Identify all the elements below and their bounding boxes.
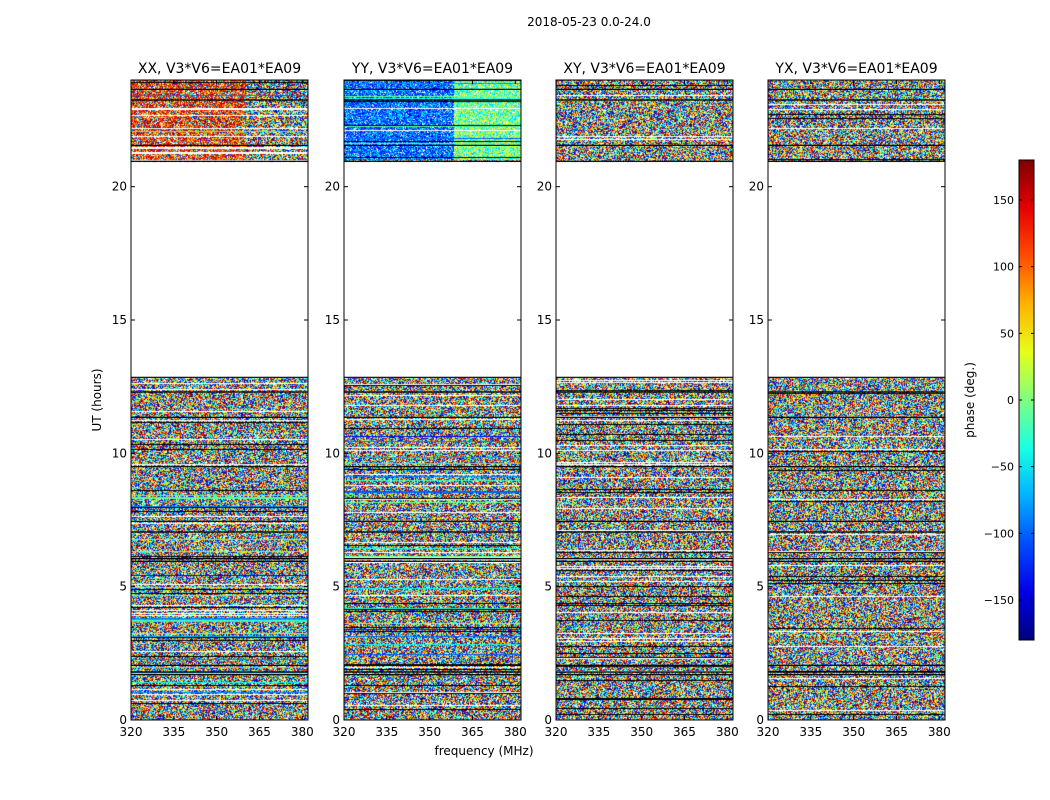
x-tick-label: 365 — [673, 725, 696, 739]
panel-title: XY, V3*V6=EA01*EA09 — [563, 61, 725, 77]
x-tick-label: 350 — [418, 725, 441, 739]
panels-group: XX, V3*V6=EA01*EA09 320 335 350 365 380 0 5 10 15… — [112, 61, 951, 739]
y-tick-label: 20 — [112, 180, 127, 194]
y-tick-label: 0 — [544, 713, 552, 727]
panel-raster — [344, 80, 521, 720]
y-tick-label: 0 — [332, 713, 340, 727]
x-tick-label: 380 — [716, 725, 739, 739]
panel-2: YY, V3*V6=EA01*EA09 320 335 350 365 380 0 5 10 15… — [325, 61, 527, 739]
colorbar-tick-label: −100 — [984, 527, 1014, 540]
y-tick-label: 15 — [325, 313, 340, 327]
panel-frame — [130, 79, 309, 721]
x-tick-label: 320 — [545, 725, 568, 739]
panel-title: XX, V3*V6=EA01*EA09 — [138, 61, 301, 77]
y-tick-label: 5 — [119, 580, 127, 594]
panel-1: XX, V3*V6=EA01*EA09 320 335 350 365 380 0 5 10 15… — [112, 61, 314, 739]
y-tick-label: 20 — [537, 180, 552, 194]
x-tick-label: 335 — [375, 725, 398, 739]
panel-3: XY, V3*V6=EA01*EA09 320 335 350 365 380 0 5 10 15… — [537, 61, 739, 739]
x-tick-label: 320 — [333, 725, 356, 739]
x-tick-label: 380 — [291, 725, 314, 739]
panel-frame — [343, 79, 522, 721]
y-tick-label: 15 — [112, 313, 127, 327]
panel-4: YX, V3*V6=EA01*EA09 320 335 350 365 380 0 5 10 15… — [749, 61, 951, 739]
x-tick-label: 320 — [120, 725, 143, 739]
colorbar-tick-label: 50 — [1000, 327, 1014, 340]
x-tick-label: 320 — [757, 725, 780, 739]
panel-raster — [556, 80, 733, 720]
colorbar: −150 −100 −50 0 50 100 150 — [984, 159, 1035, 641]
x-tick-label: 350 — [630, 725, 653, 739]
colorbar-tick-label: 100 — [993, 261, 1014, 274]
colorbar-tick-label: 150 — [993, 194, 1014, 207]
panel-title: YY, V3*V6=EA01*EA09 — [351, 61, 513, 77]
y-tick-label: 5 — [544, 580, 552, 594]
colorbar-tick-label: 0 — [1007, 394, 1014, 407]
y-tick-label: 0 — [119, 713, 127, 727]
y-tick-label: 20 — [325, 180, 340, 194]
y-tick-label: 10 — [325, 446, 340, 460]
y-tick-label: 10 — [749, 446, 764, 460]
colorbar-label: phase (deg.) — [963, 362, 977, 438]
x-tick-label: 335 — [162, 725, 185, 739]
panel-raster — [768, 80, 945, 720]
panel-raster — [131, 80, 308, 720]
x-tick-label: 380 — [504, 725, 527, 739]
colorbar-tick-label: −50 — [991, 461, 1014, 474]
x-tick-label: 365 — [461, 725, 484, 739]
x-tick-label: 335 — [587, 725, 610, 739]
x-tick-label: 365 — [885, 725, 908, 739]
x-tick-label: 350 — [205, 725, 228, 739]
y-tick-label: 5 — [332, 580, 340, 594]
colorbar-tick-label: −150 — [984, 594, 1014, 607]
panel-frame — [767, 79, 946, 721]
figure-suptitle: 2018-05-23 0.0-24.0 — [527, 15, 651, 29]
panel-frame — [555, 79, 734, 721]
y-tick-label: 20 — [749, 180, 764, 194]
y-tick-label: 15 — [537, 313, 552, 327]
x-tick-label: 380 — [928, 725, 951, 739]
y-tick-label: 10 — [112, 446, 127, 460]
x-tick-label: 365 — [248, 725, 271, 739]
y-tick-label: 15 — [749, 313, 764, 327]
x-tick-label: 350 — [842, 725, 865, 739]
x-axis-label: frequency (MHz) — [434, 744, 533, 758]
panel-title: YX, V3*V6=EA01*EA09 — [774, 61, 937, 77]
y-axis-label: UT (hours) — [90, 368, 104, 431]
x-tick-label: 335 — [799, 725, 822, 739]
y-tick-label: 0 — [756, 713, 764, 727]
colorbar-gradient — [1019, 160, 1034, 640]
y-tick-label: 10 — [537, 446, 552, 460]
y-tick-label: 5 — [756, 580, 764, 594]
